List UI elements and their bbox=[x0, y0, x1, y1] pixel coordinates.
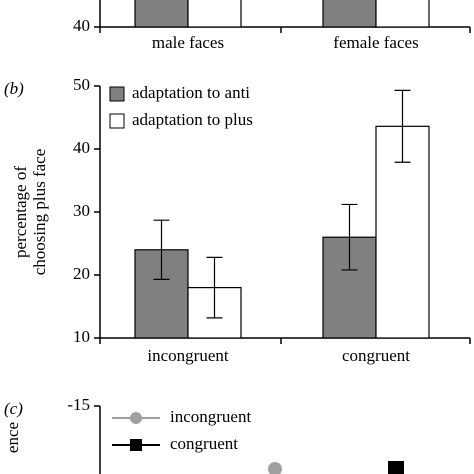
bar bbox=[375, 0, 430, 28]
legend-marker bbox=[130, 439, 142, 451]
legend-label: adaptation to plus bbox=[132, 110, 253, 129]
y-tick-label: 40 bbox=[73, 16, 90, 35]
bar bbox=[322, 0, 377, 28]
legend-swatch bbox=[109, 86, 125, 102]
legend-label: adaptation to anti bbox=[132, 83, 250, 102]
y-axis-label: choosing plus face bbox=[30, 149, 49, 276]
legend-label: congruent bbox=[170, 434, 238, 453]
point bbox=[268, 462, 282, 474]
y-tick-label: -15 bbox=[67, 395, 90, 414]
x-tick-label: female faces bbox=[333, 33, 418, 52]
legend-swatch bbox=[109, 113, 125, 129]
legend-marker bbox=[130, 412, 142, 424]
y-tick-label: 20 bbox=[73, 264, 90, 283]
panel-label: (c) bbox=[4, 399, 23, 418]
x-tick-label: male faces bbox=[152, 33, 224, 52]
panel-label: (b) bbox=[4, 79, 24, 98]
error-bar bbox=[394, 89, 411, 163]
bar bbox=[134, 0, 189, 28]
error-bar bbox=[153, 219, 170, 281]
y-axis-label: ence bbox=[3, 422, 22, 453]
bar bbox=[187, 0, 242, 28]
panel: 40 male faces female faces bbox=[73, 0, 471, 52]
point bbox=[388, 461, 404, 474]
y-tick-label: 10 bbox=[73, 327, 90, 346]
error-bar bbox=[206, 256, 223, 319]
y-axis-label: percentage of bbox=[11, 166, 30, 258]
y-tick-label: 30 bbox=[73, 201, 90, 220]
bar bbox=[134, 249, 189, 339]
y-tick-label: 40 bbox=[73, 138, 90, 157]
panel: 10 20 30 40 50 incongruent congruent (b) percent… bbox=[4, 75, 471, 365]
x-tick-label: incongruent bbox=[147, 346, 228, 365]
y-tick-label: 50 bbox=[73, 75, 90, 94]
x-tick-label: congruent bbox=[342, 346, 410, 365]
panel: -15 (c) ence incongruent congruent bbox=[3, 395, 404, 474]
error-bar bbox=[341, 203, 358, 271]
legend-label: incongruent bbox=[170, 407, 251, 426]
